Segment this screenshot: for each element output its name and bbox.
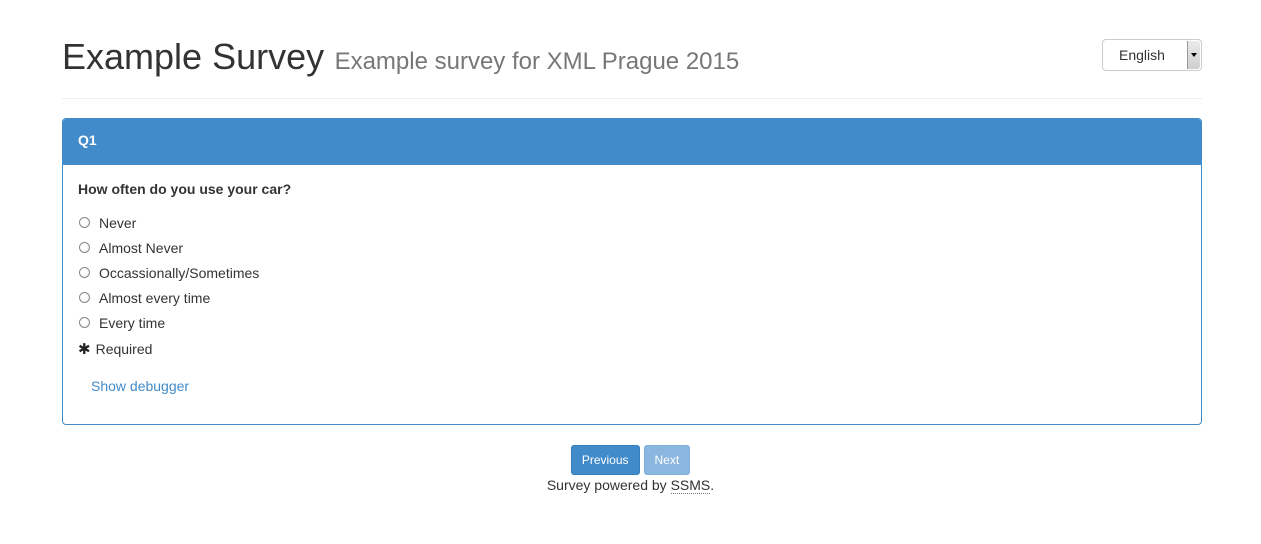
question-heading: Q1: [63, 119, 1201, 165]
answer-option-label: Almost every time: [99, 289, 211, 306]
footer: Survey powered by SSMS.: [0, 477, 1261, 494]
answer-option-label: Almost Never: [99, 239, 184, 256]
radio-button[interactable]: [79, 292, 90, 303]
required-indicator: ✱ Required: [78, 340, 1186, 358]
answer-option-almost-every-time[interactable]: Almost every time: [78, 285, 1186, 310]
answer-option-label: Every time: [99, 314, 166, 331]
answer-option-every-time[interactable]: Every time: [78, 310, 1186, 335]
previous-button[interactable]: Previous: [570, 445, 640, 475]
dropdown-arrow-icon[interactable]: [1187, 41, 1200, 69]
language-select-value: English: [1119, 47, 1165, 63]
radio-button[interactable]: [79, 217, 90, 228]
page-header: Example Survey Example survey for XML Pr…: [62, 30, 1202, 99]
question-panel: Q1 How often do you use your car? Never …: [62, 118, 1202, 425]
answer-option-never[interactable]: Never: [78, 210, 1186, 235]
language-select[interactable]: English: [1102, 39, 1202, 71]
page-title: Example Survey Example survey for XML Pr…: [62, 36, 739, 78]
survey-subtitle: Example survey for XML Prague 2015: [334, 48, 740, 75]
answer-option-label: Never: [99, 214, 137, 231]
answer-options: Never Almost Never Occassionally/Sometim…: [78, 210, 1186, 335]
survey-title: Example Survey: [62, 36, 325, 77]
show-debugger-link[interactable]: Show debugger: [91, 378, 190, 394]
radio-button[interactable]: [79, 267, 90, 278]
radio-button[interactable]: [79, 242, 90, 253]
asterisk-icon: ✱: [78, 341, 91, 358]
footer-prefix: Survey powered by: [546, 477, 671, 493]
answer-option-label: Occassionally/Sometimes: [99, 264, 260, 281]
page-navigation: Previous Next: [0, 445, 1261, 475]
question-body: How often do you use your car? Never Alm…: [63, 165, 1201, 412]
answer-option-occasionally[interactable]: Occassionally/Sometimes: [78, 260, 1186, 285]
footer-suffix: .: [710, 477, 715, 493]
required-label: Required: [95, 341, 153, 357]
radio-button[interactable]: [79, 317, 90, 328]
question-text: How often do you use your car?: [78, 181, 292, 197]
ssms-link[interactable]: SSMS: [670, 477, 711, 494]
answer-option-almost-never[interactable]: Almost Never: [78, 235, 1186, 260]
next-button[interactable]: Next: [643, 445, 691, 475]
